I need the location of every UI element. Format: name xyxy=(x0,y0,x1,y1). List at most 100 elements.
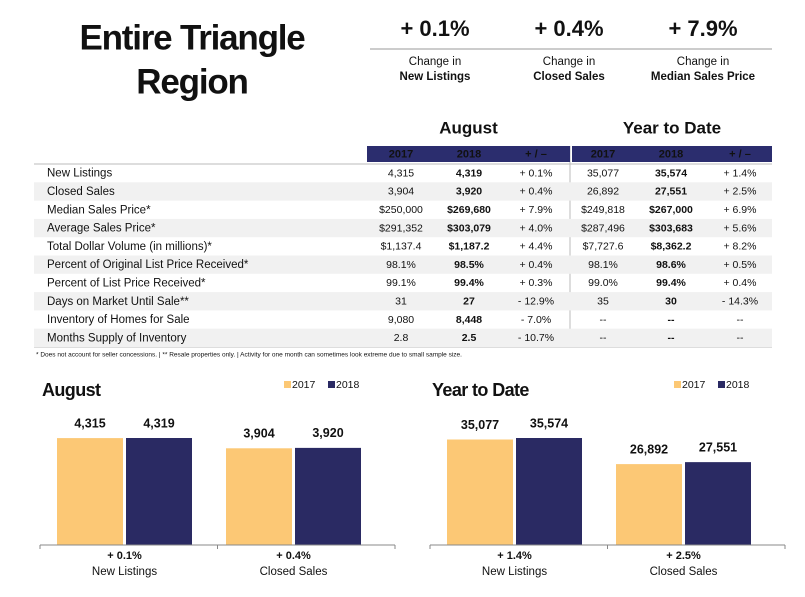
table-cell: + 5.6% xyxy=(724,222,757,234)
bar xyxy=(295,447,361,545)
table-column-header: 2017 xyxy=(591,148,615,160)
x-tick-label: Closed Sales xyxy=(260,566,328,578)
table-cell: 8,448 xyxy=(456,314,482,326)
table-cell: $269,680 xyxy=(447,204,491,216)
table-cell: 9,080 xyxy=(388,314,414,326)
table-cell: 31 xyxy=(395,296,407,308)
highlight-value: + 0.4% xyxy=(534,16,603,41)
table-row-shade xyxy=(34,328,772,347)
table-cell: $8,362.2 xyxy=(651,241,692,253)
table-cell: 99.4% xyxy=(454,277,484,289)
data-label: 27,551 xyxy=(699,440,737,454)
table-cell: $249,818 xyxy=(581,204,625,216)
highlight-caption: Median Sales Price xyxy=(651,71,755,83)
table-cell: + 4.0% xyxy=(520,222,553,234)
table-cell: + 0.1% xyxy=(520,167,553,179)
table-cell: -- xyxy=(737,332,744,344)
table-cell: -- xyxy=(668,332,675,344)
highlight-value: + 0.1% xyxy=(400,16,469,41)
table-cell: - 10.7% xyxy=(518,332,554,344)
x-tick-label: New Listings xyxy=(92,566,157,578)
table-cell: 26,892 xyxy=(587,186,619,198)
legend-label: 2017 xyxy=(292,379,316,391)
page-title: Region xyxy=(136,62,247,101)
table-cell: 3,920 xyxy=(456,186,482,198)
table-column-header: 2018 xyxy=(659,148,683,160)
highlight-caption: Closed Sales xyxy=(533,71,605,83)
table-cell: 35,077 xyxy=(587,167,619,179)
table-cell: + 4.4% xyxy=(520,241,553,253)
legend-label: 2017 xyxy=(682,379,706,391)
table-group-header: August xyxy=(439,118,498,137)
data-label: 35,077 xyxy=(461,418,499,432)
table-cell: 27 xyxy=(463,296,475,308)
table-cell: $1,187.2 xyxy=(449,241,490,253)
highlight-value: + 7.9% xyxy=(668,16,737,41)
row-label: Percent of List Price Received* xyxy=(47,277,206,289)
change-label: + 1.4% xyxy=(497,550,532,562)
row-label: Closed Sales xyxy=(47,186,115,198)
page-title: Entire Triangle xyxy=(79,18,305,57)
row-label: Average Sales Price* xyxy=(47,223,156,235)
highlight-caption: Change in xyxy=(543,56,595,68)
bar xyxy=(685,462,751,545)
table-cell: + 0.4% xyxy=(724,277,757,289)
legend-swatch xyxy=(718,381,725,388)
table-cell: + 0.4% xyxy=(520,186,553,198)
data-label: 3,904 xyxy=(243,427,274,441)
row-label: Total Dollar Volume (in millions)* xyxy=(47,241,212,253)
table-cell: $267,000 xyxy=(649,204,693,216)
bar xyxy=(616,464,682,545)
x-tick-label: Closed Sales xyxy=(650,566,718,578)
highlight-caption: New Listings xyxy=(400,71,471,83)
table-column-header: 2018 xyxy=(457,148,481,160)
row-label: New Listings xyxy=(47,168,112,180)
chart-title: Year to Date xyxy=(432,380,529,400)
data-label: 4,319 xyxy=(143,416,174,430)
highlight-caption: Change in xyxy=(409,56,461,68)
table-cell: + 0.4% xyxy=(520,259,553,271)
table-cell: -- xyxy=(600,332,607,344)
table-cell: + 8.2% xyxy=(724,241,757,253)
table-cell: 99.1% xyxy=(386,277,416,289)
table-row-shade xyxy=(34,292,772,311)
table-cell: -- xyxy=(737,314,744,326)
data-label: 26,892 xyxy=(630,442,668,456)
row-label: Inventory of Homes for Sale xyxy=(47,314,190,326)
table-header-bar xyxy=(367,146,570,162)
row-label: Months Supply of Inventory xyxy=(47,332,187,344)
highlight-caption: Change in xyxy=(677,56,729,68)
table-cell: 2.5 xyxy=(462,332,477,344)
table-cell: 98.5% xyxy=(454,259,484,271)
legend-label: 2018 xyxy=(336,379,360,391)
table-cell: 98.6% xyxy=(656,259,686,271)
table-column-header: 2017 xyxy=(389,148,413,160)
chart-title: August xyxy=(42,380,101,400)
table-cell: 4,319 xyxy=(456,167,482,179)
bar xyxy=(447,439,513,545)
table-group-header: Year to Date xyxy=(623,118,721,137)
table-cell: - 12.9% xyxy=(518,296,554,308)
bar xyxy=(57,438,123,545)
table-cell: 35,574 xyxy=(655,167,687,179)
table-cell: + 2.5% xyxy=(724,186,757,198)
table-cell: 35 xyxy=(597,296,609,308)
table-cell: -- xyxy=(600,314,607,326)
table-row-shade xyxy=(34,182,772,201)
table-cell: 4,315 xyxy=(388,167,414,179)
table-cell: 99.0% xyxy=(588,277,618,289)
table-row-shade xyxy=(34,218,772,238)
bar xyxy=(226,448,292,545)
table-cell: - 14.3% xyxy=(722,296,758,308)
table-cell: $291,352 xyxy=(379,222,423,234)
table-cell: $303,079 xyxy=(447,222,491,234)
row-label: Percent of Original List Price Received* xyxy=(47,259,249,271)
table-header-bar xyxy=(572,146,772,162)
table-cell: $7,727.6 xyxy=(583,241,624,253)
table-cell: + 7.9% xyxy=(520,204,553,216)
row-label: Days on Market Until Sale** xyxy=(47,296,189,308)
table-cell: -- xyxy=(668,314,675,326)
table-cell: + 0.5% xyxy=(724,259,757,271)
bar xyxy=(516,438,582,545)
